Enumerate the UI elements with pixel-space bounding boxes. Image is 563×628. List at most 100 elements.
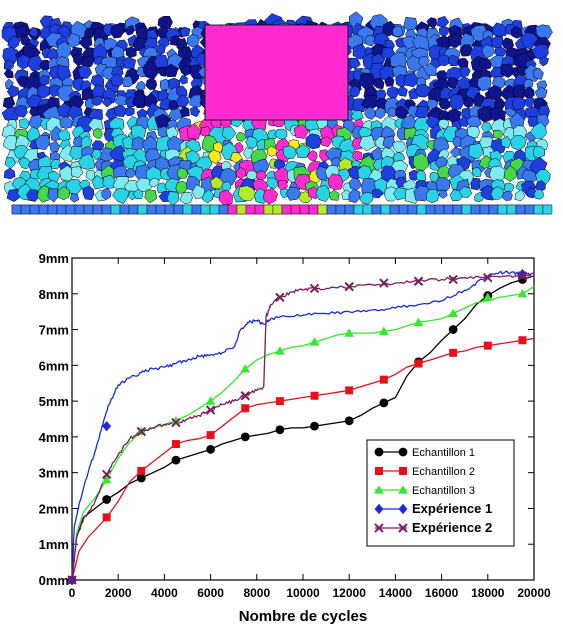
particle [177, 167, 189, 179]
particle [393, 187, 407, 201]
particle [521, 169, 537, 184]
legend-marker [374, 447, 384, 457]
particle [189, 94, 202, 108]
data-point [102, 420, 112, 432]
particle [235, 166, 247, 179]
y-tick-label: 6mm [39, 358, 69, 373]
particle [4, 157, 16, 169]
particle [13, 105, 28, 118]
particle [245, 170, 259, 181]
particle [395, 105, 409, 119]
x-tick-label: 14000 [379, 586, 413, 600]
particle [404, 72, 421, 88]
particle [447, 33, 462, 48]
particle [501, 37, 515, 51]
series-line-4 [71, 270, 535, 581]
x-axis: 0 2000 4000 6000 8000 10000 12000 14000 16000 180… [69, 258, 551, 600]
particle [510, 135, 527, 151]
particle [91, 95, 103, 107]
y-tick-label: 8mm [39, 287, 69, 302]
data-point [310, 421, 319, 431]
particle [389, 52, 407, 69]
data-point [171, 415, 181, 425]
particle [221, 126, 237, 142]
x-tick-label: 20000 [517, 586, 551, 600]
particle [327, 173, 344, 190]
data-point [241, 404, 250, 413]
particle [102, 174, 116, 189]
particle [349, 85, 360, 98]
legend-marker [399, 467, 407, 475]
data-point [448, 325, 458, 334]
particle [166, 191, 180, 207]
y-tick-label: 1mm [39, 537, 69, 552]
particle [190, 106, 201, 118]
x-tick-label: 6000 [197, 586, 224, 600]
legend: Echantillon 1 Echantillon 2 Echantillon 3 E… [366, 439, 515, 547]
particle [175, 180, 188, 194]
granular-simulation-image [1, 11, 553, 215]
particle [459, 66, 471, 77]
data-point [136, 473, 146, 483]
data-point [101, 475, 112, 484]
data-point [171, 455, 181, 465]
data-point [309, 337, 320, 346]
particle [494, 98, 506, 110]
particle [348, 57, 361, 70]
data-point [240, 432, 250, 442]
particle [71, 166, 84, 179]
particle [48, 170, 61, 183]
data-point [67, 575, 77, 585]
particle [358, 135, 376, 152]
particle [179, 26, 191, 38]
particle [296, 143, 311, 158]
data-point [448, 308, 458, 318]
y-tick-label: 7mm [39, 323, 69, 338]
particle [218, 189, 233, 206]
data-point [379, 326, 389, 335]
particle [449, 93, 465, 110]
particle [531, 44, 549, 61]
particle [163, 63, 179, 77]
data-point [240, 391, 250, 401]
particle [449, 147, 461, 157]
data-point [449, 348, 458, 357]
particle [534, 86, 548, 100]
particle [493, 129, 505, 140]
particle [145, 77, 158, 90]
data-point [240, 364, 251, 373]
particle [438, 189, 448, 199]
data-point [379, 278, 389, 288]
particle [78, 153, 96, 170]
particle [49, 140, 60, 152]
x-tick-label: 0 [69, 586, 76, 600]
particle [245, 135, 260, 149]
particle [77, 64, 92, 79]
data-point [448, 274, 458, 285]
particle [27, 54, 43, 72]
particle [286, 186, 302, 201]
particle [539, 56, 549, 67]
particle [110, 23, 124, 39]
particle [166, 135, 184, 153]
particle [526, 187, 537, 199]
particle [121, 56, 137, 70]
particle [481, 44, 496, 59]
particle [364, 106, 376, 120]
data-point [379, 398, 389, 408]
legend-marker [375, 467, 383, 475]
particle [293, 123, 310, 139]
particle [59, 116, 73, 129]
particle [235, 131, 247, 142]
data-point [413, 276, 424, 286]
particle [503, 165, 517, 183]
particle [504, 107, 515, 118]
particle [16, 54, 31, 70]
series-markers [67, 268, 528, 586]
particle [82, 185, 95, 200]
particle [102, 97, 112, 108]
legend-marker [374, 503, 384, 515]
particle [382, 135, 396, 149]
data-point [344, 416, 354, 426]
data-point [414, 359, 423, 368]
